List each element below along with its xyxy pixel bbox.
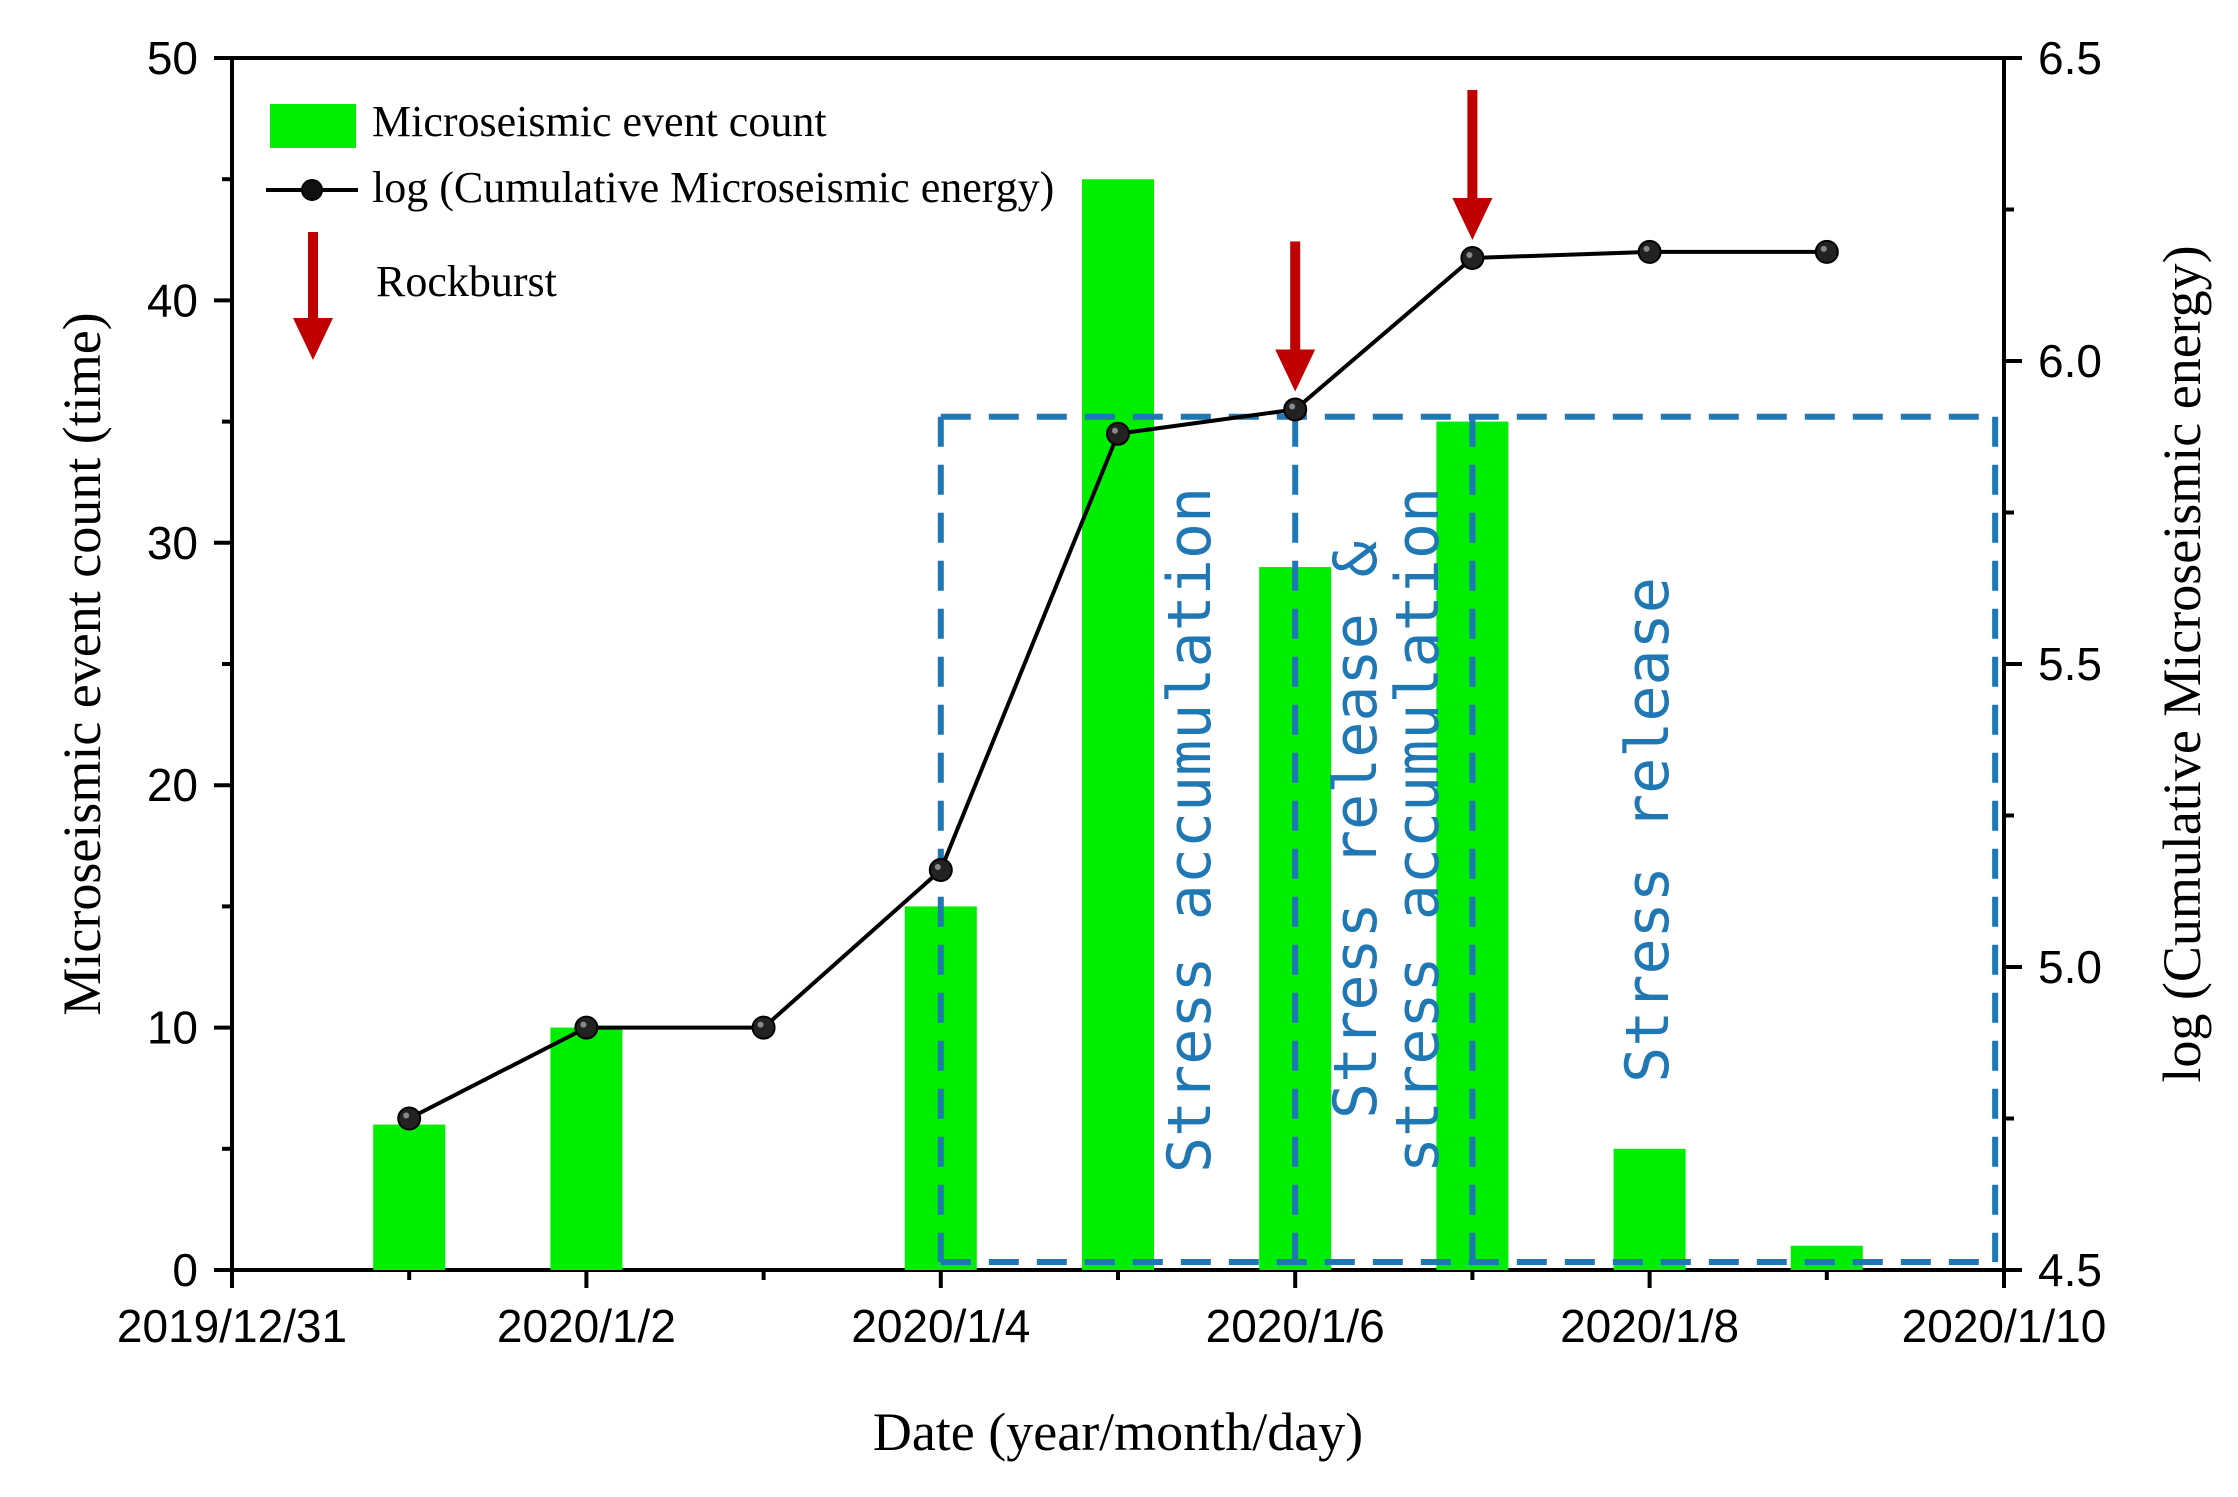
energy-point-highlight (1112, 427, 1118, 434)
x-tick-label: 2020/1/6 (1206, 1300, 1385, 1352)
energy-point-highlight (934, 864, 941, 871)
y-left-tick-label: 0 (172, 1244, 198, 1296)
rockburst-arrow-head (1275, 349, 1316, 392)
x-tick-label: 2020/1/2 (497, 1300, 676, 1352)
energy-point-highlight (580, 1021, 587, 1028)
line-layer (397, 239, 1839, 1131)
bar (1790, 1245, 1863, 1270)
energy-point-highlight (1820, 245, 1827, 252)
y-right-tick-label: 4.5 (2038, 1244, 2102, 1296)
y-left-tick-label: 30 (147, 517, 198, 569)
region-label-stress-accumulation: Stress accumulation (1155, 487, 1225, 1173)
y-right-tick-label: 5.0 (2038, 941, 2102, 993)
legend-line-label: log (Cumulative Microseismic energy) (372, 163, 1054, 212)
legend-rockburst-label: Rockburst (376, 257, 557, 306)
y-left-axis-title: Microseismic event count (time) (52, 312, 112, 1015)
x-tick-label: 2020/1/8 (1560, 1300, 1739, 1352)
energy-point (574, 1015, 599, 1040)
rockburst-arrow-shaft (1467, 89, 1478, 200)
energy-point (1814, 239, 1839, 264)
region-label-stress-accumulation-2: stress accumulation (1383, 487, 1453, 1173)
energy-point (1637, 239, 1662, 264)
x-tick-label: 2020/1/10 (1902, 1300, 2107, 1352)
y-left-tick-label: 10 (147, 1002, 198, 1054)
regions-layer (937, 413, 1999, 1265)
energy-point (928, 858, 953, 883)
energy-point-highlight (757, 1021, 764, 1028)
energy-point (1106, 421, 1130, 446)
legend-bar-swatch (270, 104, 356, 148)
x-tick-label: 2019/12/31 (117, 1300, 347, 1352)
rockburst-arrow-head (1452, 197, 1493, 240)
energy-point-highlight (403, 1112, 410, 1119)
bar (1082, 179, 1154, 1271)
bar (550, 1027, 623, 1270)
legend-rockburst-arrow-icon (293, 232, 333, 360)
bar (373, 1124, 446, 1270)
legend-bar-label: Microseismic event count (372, 97, 827, 146)
axes-layer: 2019/12/31 2020/1/2 2020/1/4 2020/1/6 2020/1… (117, 32, 2106, 1352)
energy-point-highlight (1289, 403, 1296, 410)
region-label-stress-release: Stress release (1613, 577, 1683, 1083)
y-left-tick-label: 50 (147, 32, 198, 84)
x-tick-label: 2020/1/4 (851, 1300, 1030, 1352)
y-right-axis-title: log (Cumulative Microseismic energy) (2152, 245, 2212, 1082)
energy-point (1460, 245, 1485, 270)
y-right-tick-label: 6.0 (2038, 335, 2102, 387)
energy-point-highlight (1643, 245, 1650, 252)
x-axis-title: Date (year/month/day) (873, 1402, 1363, 1462)
y-right-tick-label: 6.5 (2038, 32, 2102, 84)
energy-point-highlight (1466, 251, 1473, 258)
bar (1613, 1148, 1686, 1270)
rockburst-arrow-shaft (1290, 241, 1301, 352)
energy-point (397, 1106, 422, 1131)
energy-point (751, 1015, 776, 1040)
region-label-stress-release-and: Stress release & (1321, 541, 1391, 1119)
legend: Microseismic event count log (Cumulative… (266, 97, 1054, 360)
y-right-tick-label: 5.5 (2038, 638, 2102, 690)
y-left-tick-label: 40 (147, 274, 198, 326)
legend-line-marker (301, 179, 323, 201)
rockburst-arrows-layer (1275, 89, 1493, 392)
energy-point (1283, 397, 1308, 422)
y-left-tick-label: 20 (147, 759, 198, 811)
